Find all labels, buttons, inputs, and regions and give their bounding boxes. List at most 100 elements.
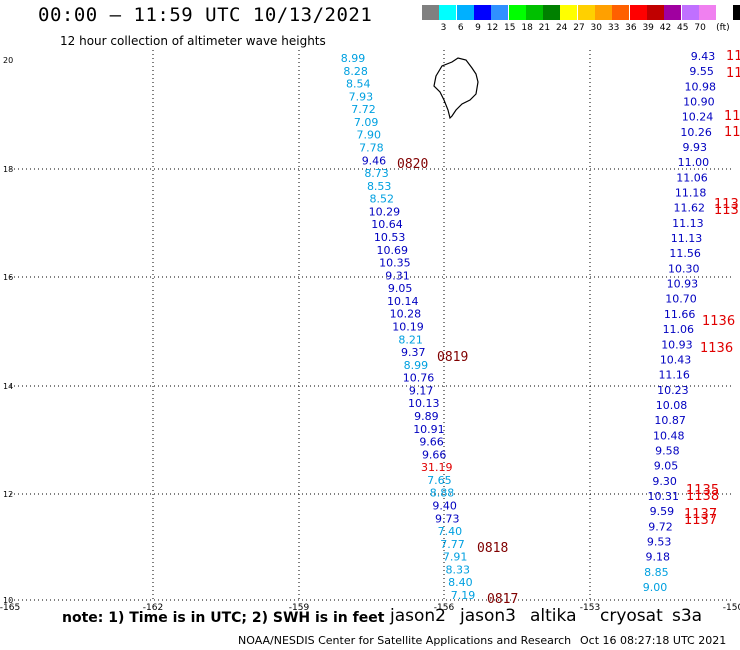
x-tick-label: -156 xyxy=(434,603,455,613)
x-tick-label: -159 xyxy=(289,603,310,613)
swh-value-right: 10.98 xyxy=(685,80,717,93)
y-tick-label: 18 xyxy=(3,165,13,174)
legend-label: 39 xyxy=(642,23,654,33)
swh-value-left: 7.40 xyxy=(438,525,463,538)
swh-value-edge: 11 xyxy=(724,125,740,140)
swh-value-left: 10.91 xyxy=(413,423,445,436)
legend-swatch xyxy=(681,5,699,20)
legend-label: 33 xyxy=(607,23,620,33)
swh-value-left: 8.88 xyxy=(430,487,455,500)
swh-value-left: 9.37 xyxy=(401,346,426,359)
swh-value-left: 7.65 xyxy=(427,474,452,487)
x-tick-label: -150 xyxy=(723,603,740,613)
x-tick-label: -165 xyxy=(0,603,20,613)
legend-swatch xyxy=(577,5,595,20)
track-time-label: 0817 xyxy=(487,592,518,607)
track-time-label: 0819 xyxy=(437,350,468,365)
swh-value-left: 7.19 xyxy=(451,589,476,602)
map-title: 00:00 – 11:59 UTC 10/13/2021 xyxy=(38,4,373,26)
swh-value-right: 9.58 xyxy=(655,444,680,457)
swh-value-right: 11.56 xyxy=(669,247,701,260)
swh-value-left: 9.31 xyxy=(385,269,410,282)
swh-value-right: 10.24 xyxy=(682,111,714,124)
swh-value-edge: 113 xyxy=(714,203,739,218)
swh-value-left: 8.21 xyxy=(398,333,423,346)
track-time-labels: 0820 0819 0818 0817 xyxy=(397,157,518,607)
swh-value-right: 10.30 xyxy=(668,262,700,275)
y-tick-label: 10 xyxy=(3,596,13,605)
legend-label: 36 xyxy=(625,23,637,33)
sat-jason2: jason2 xyxy=(390,606,446,626)
swh-value-left: 9.66 xyxy=(419,436,444,449)
swh-value-left: 10.28 xyxy=(390,308,422,321)
swh-value-left: 10.19 xyxy=(392,321,424,334)
swh-value-right: 11.13 xyxy=(671,232,703,245)
legend-label: 27 xyxy=(573,23,585,33)
swh-value-right: 10.23 xyxy=(657,384,689,397)
legend-swatch xyxy=(646,5,664,20)
swh-value-left: 7.78 xyxy=(359,142,384,155)
swh-value-edge: 11 xyxy=(726,49,740,64)
swh-value-edge: 1138 xyxy=(686,489,719,504)
swh-value-right: 9.53 xyxy=(647,535,672,548)
swh-value-right: 10.93 xyxy=(667,278,699,291)
swh-value-right: 10.87 xyxy=(654,414,686,427)
swh-value-left: 10.14 xyxy=(387,295,419,308)
swh-value-right: 11.06 xyxy=(663,323,695,336)
swh-value-left: 7.09 xyxy=(354,116,379,129)
swh-value-right: 9.72 xyxy=(648,520,673,533)
credit-line: NOAA/NESDIS Center for Satellite Applica… xyxy=(238,634,572,647)
swh-value-left: 8.99 xyxy=(341,52,366,65)
swh-value-right: 10.31 xyxy=(647,490,679,503)
swh-value-right: 11.66 xyxy=(664,308,696,321)
swh-value-right: 11.00 xyxy=(678,156,710,169)
swh-value-left: 7.90 xyxy=(356,129,381,142)
legend-unit: (ft) xyxy=(716,23,730,33)
legend-label: 9 xyxy=(475,23,481,33)
swh-value-left: 10.13 xyxy=(408,397,440,410)
swh-value-right: 9.55 xyxy=(689,65,714,78)
swh-value-right: 10.08 xyxy=(656,399,688,412)
swh-value-edge: 11 xyxy=(724,109,740,124)
swh-value-left: 9.40 xyxy=(432,500,457,513)
lat-lon-grid xyxy=(10,50,733,601)
swh-value-right: 11.16 xyxy=(658,369,690,382)
swh-value-left: 8.54 xyxy=(346,78,371,91)
swh-value-edge: 1137 xyxy=(684,513,717,528)
legend-swatch xyxy=(595,5,612,20)
legend-swatch xyxy=(560,5,578,20)
legend-label: 24 xyxy=(555,23,568,33)
legend-swatch xyxy=(525,5,543,20)
y-tick-label: 14 xyxy=(3,382,13,391)
y-tick-label: 12 xyxy=(3,490,13,499)
swh-value-right: 9.30 xyxy=(652,475,677,488)
swh-value-left: 8.73 xyxy=(364,167,389,180)
generated-timestamp: Oct 16 08:27:18 UTC 2021 xyxy=(580,634,727,647)
legend-label: 15 xyxy=(504,23,516,33)
swh-value-left: 7.93 xyxy=(349,90,374,103)
legend-swatch xyxy=(422,5,439,20)
sat-s3a: s3a xyxy=(672,606,703,626)
legend-swatch xyxy=(698,5,716,20)
legend-swatch xyxy=(543,5,561,20)
swh-value-right: 10.70 xyxy=(665,293,697,306)
legend-label: 12 xyxy=(486,23,499,33)
legend-swatch xyxy=(491,5,509,20)
legend-label: 42 xyxy=(659,23,672,33)
x-tick-label: -162 xyxy=(143,603,163,613)
swh-value-right: 9.59 xyxy=(650,505,675,518)
legend-swatch xyxy=(473,5,491,20)
swh-value-left: 10.53 xyxy=(374,231,406,244)
swh-value-left: 10.35 xyxy=(379,257,411,270)
x-tick-label: -153 xyxy=(580,603,600,613)
swh-value-left: 10.76 xyxy=(403,372,435,385)
swh-value-left: 10.29 xyxy=(369,205,401,218)
swh-value-left: 31.19 xyxy=(421,461,453,474)
swh-value-right: 11.06 xyxy=(676,171,708,184)
legend-label: 30 xyxy=(590,23,602,33)
swh-value-left: 9.46 xyxy=(362,154,387,167)
legend-swatch xyxy=(664,5,682,20)
track-time-label: 0820 xyxy=(397,157,428,172)
swh-value-right: 8.85 xyxy=(644,566,669,579)
